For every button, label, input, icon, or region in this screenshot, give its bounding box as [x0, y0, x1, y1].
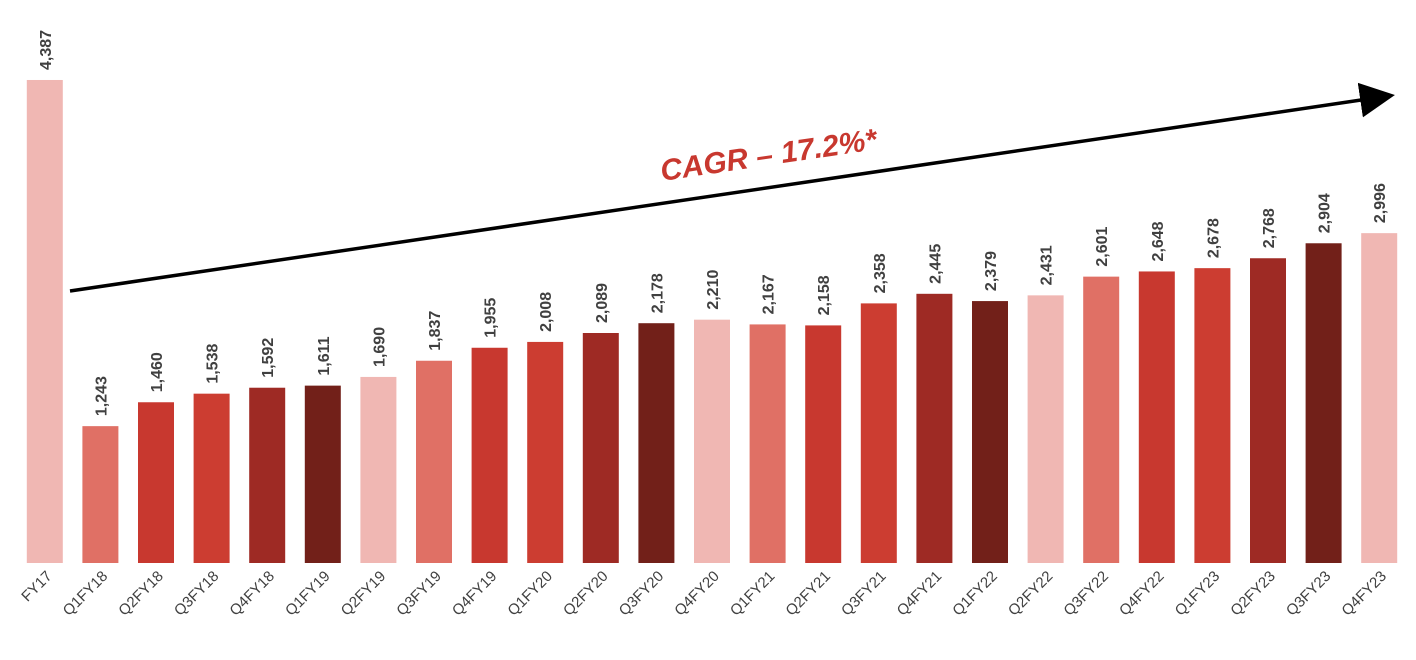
bar: [1361, 233, 1398, 564]
bar: [972, 301, 1008, 563]
x-tick-label: Q3FY21: [838, 568, 890, 620]
value-label: 2,996: [1372, 183, 1389, 223]
bar: [1305, 243, 1342, 564]
bar: [26, 79, 63, 563]
x-tick-label: Q4FY19: [449, 568, 501, 620]
value-label: 2,768: [1261, 208, 1278, 248]
x-tick-label: Q2FY20: [560, 568, 612, 620]
x-tick-label: Q2FY22: [1005, 568, 1057, 620]
x-tick-label: Q4FY18: [226, 568, 278, 620]
x-tick-label: Q2FY21: [782, 568, 834, 620]
bar: [82, 426, 119, 563]
value-label: 2,158: [816, 275, 833, 315]
bar: [694, 319, 730, 563]
bar: [749, 324, 786, 563]
x-tick-label: Q2FY19: [338, 568, 390, 620]
value-label: 2,678: [1205, 218, 1222, 258]
x-tick-label: Q4FY23: [1338, 568, 1390, 620]
cagr-annotation: CAGR – 17.2%*: [658, 123, 880, 188]
bar: [638, 323, 675, 563]
value-label: 2,008: [538, 292, 555, 332]
x-tick-label: Q3FY18: [171, 568, 223, 620]
x-tick-label: Q4FY21: [894, 568, 946, 620]
bar: [1250, 258, 1286, 563]
value-label: 4,387: [38, 30, 55, 70]
x-tick-label: Q1FY19: [282, 568, 334, 620]
x-tick-label: Q3FY23: [1283, 568, 1335, 620]
value-label: 1,611: [316, 336, 333, 375]
x-tick-label: Q3FY22: [1060, 568, 1112, 620]
x-tick-label: Q4FY22: [1116, 568, 1168, 620]
x-tick-label: Q4FY20: [671, 568, 723, 620]
bar: [1138, 271, 1175, 563]
bar: [1194, 268, 1231, 563]
x-tick-label: Q1FY21: [727, 568, 779, 620]
x-tick-label: Q2FY18: [115, 568, 167, 620]
bar: [416, 360, 452, 563]
x-tick-label: Q3FY20: [616, 568, 668, 620]
value-label: 2,167: [761, 274, 778, 314]
bar: [1027, 295, 1064, 563]
value-label: 1,592: [260, 338, 277, 378]
value-label: 2,379: [983, 251, 1000, 291]
value-label: 2,178: [649, 273, 666, 313]
bar: [582, 333, 619, 563]
x-tick-label: Q1FY22: [949, 568, 1001, 620]
value-label: 1,538: [205, 344, 222, 384]
value-label: 2,445: [927, 244, 944, 284]
bar: [860, 303, 897, 563]
bar: [249, 387, 286, 563]
value-label: 1,460: [149, 352, 166, 392]
x-tick-label: Q1FY20: [504, 568, 556, 620]
value-label: 2,601: [1094, 226, 1111, 266]
x-tick-label: Q1FY18: [60, 568, 112, 620]
value-label: 1,837: [427, 311, 444, 351]
bar: [138, 402, 174, 563]
value-label: 1,690: [371, 327, 388, 367]
bar: [193, 393, 230, 563]
bar: [1083, 276, 1120, 563]
x-tick-label: Q1FY23: [1172, 568, 1224, 620]
bar: [805, 325, 842, 563]
trend-arrow: [69, 82, 1395, 293]
bar: [916, 293, 953, 563]
value-label: 1,243: [93, 376, 110, 416]
bar: [304, 385, 341, 563]
x-tick-label: Q3FY19: [393, 568, 445, 620]
x-tick-label: FY17: [18, 568, 55, 605]
value-label: 2,358: [872, 253, 889, 293]
value-label: 1,955: [483, 298, 500, 338]
value-label: 2,904: [1317, 193, 1334, 233]
value-label: 2,089: [594, 283, 611, 323]
bar: [471, 347, 508, 563]
x-tick-label: Q2FY23: [1227, 568, 1279, 620]
bar: [527, 341, 564, 563]
value-label: 2,648: [1150, 221, 1167, 261]
value-label: 2,210: [705, 270, 722, 310]
value-label: 2,431: [1039, 245, 1056, 285]
bar: [360, 376, 397, 563]
